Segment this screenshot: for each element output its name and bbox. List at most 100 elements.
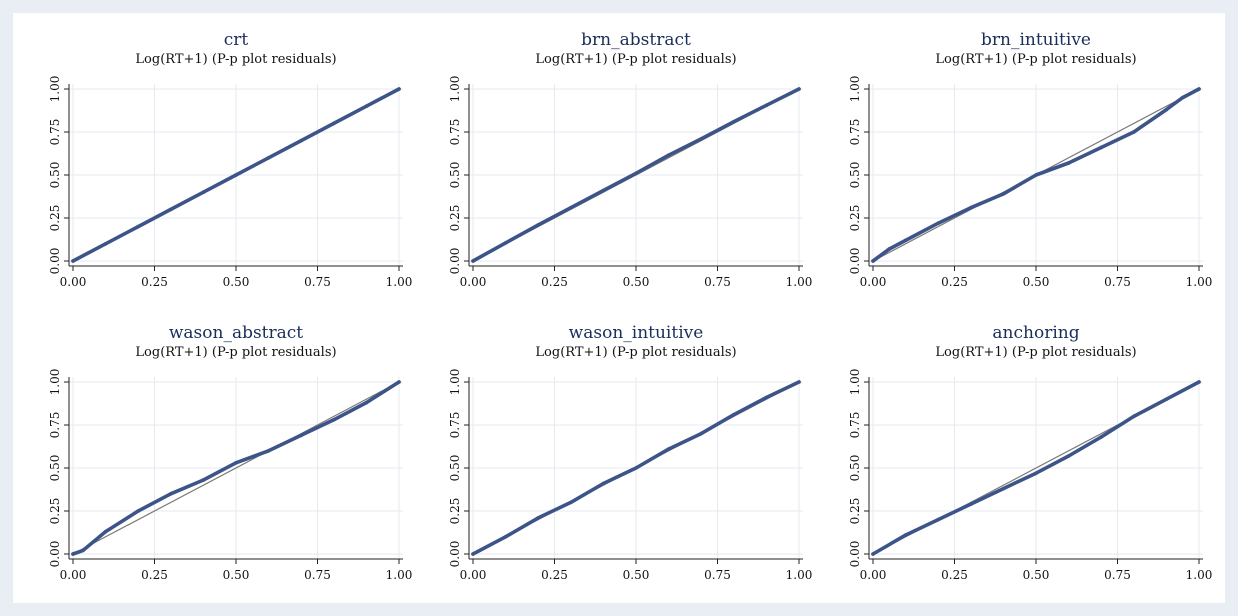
x-tick-label: 0.50: [1023, 568, 1050, 582]
data-point: [103, 529, 108, 534]
data-point: [201, 478, 206, 482]
x-tick-label: 0.25: [141, 275, 168, 289]
x-tick-label: 0.25: [941, 275, 968, 289]
x-tick-label: 0.50: [623, 568, 650, 582]
data-point: [601, 188, 606, 193]
y-tick-label: 0.25: [848, 205, 862, 232]
data-point: [1099, 435, 1103, 439]
data-point: [569, 205, 573, 210]
y-tick-label: 1.00: [848, 369, 862, 396]
data-point: [871, 259, 875, 263]
y-tick-label: 0.00: [848, 248, 862, 275]
y-tick-label: 0.75: [448, 412, 462, 439]
data-point: [1132, 130, 1136, 134]
data-point: [1197, 380, 1201, 384]
data-point: [1099, 145, 1103, 150]
x-tick-label: 1.00: [1186, 275, 1213, 289]
data-point: [266, 156, 271, 160]
data-point: [1066, 454, 1071, 458]
data-point: [71, 552, 75, 556]
subplot-brn_intuitive: 0.00 0.25 0.50 0.75 1.00 0.00 0.25 0.50 0.75 1.00…: [848, 30, 1212, 289]
data-point: [871, 552, 875, 556]
y-tick-label: 0.50: [448, 455, 462, 482]
data-point: [699, 137, 703, 141]
x-tick-label: 0.25: [941, 568, 968, 582]
y-tick-label: 1.00: [848, 76, 862, 103]
chart-subtitle: Log(RT+1) (P-p plot residuals): [535, 52, 736, 67]
y-tick-label: 0.75: [448, 119, 462, 146]
data-point: [397, 380, 401, 384]
data-point: [103, 242, 108, 246]
data-point: [1034, 471, 1038, 475]
data-point: [299, 138, 304, 143]
y-tick-label: 0.75: [48, 119, 62, 146]
data-point: [732, 119, 736, 124]
series-line-0: [71, 380, 401, 556]
data-point: [797, 380, 801, 384]
x-tick-label: 0.50: [623, 275, 650, 289]
data-point: [1066, 161, 1071, 165]
data-point: [332, 121, 336, 126]
data-point: [969, 502, 973, 506]
subplot-wason_abstract: 0.00 0.25 0.50 0.75 1.00 0.00 0.25 0.50 0.75 1.00…: [48, 323, 412, 582]
data-point: [1164, 397, 1169, 401]
data-point: [536, 223, 540, 227]
y-tick-label: 0.50: [848, 455, 862, 482]
data-point: [299, 433, 304, 438]
chart-title: anchoring: [992, 323, 1079, 343]
subplot-anchoring: 0.00 0.25 0.50 0.75 1.00 0.00 0.25 0.50 0.75 1.00…: [848, 323, 1212, 582]
x-tick-label: 0.50: [223, 275, 250, 289]
data-point: [1034, 173, 1038, 177]
subplot-crt: 0.00 0.25 0.50 0.75 1.00 0.00 0.25 0.50 0.75 1.00…: [48, 30, 412, 289]
x-tick-label: 0.00: [860, 568, 887, 582]
y-tick-label: 0.50: [48, 162, 62, 189]
data-point: [797, 87, 801, 91]
data-point: [1001, 192, 1006, 196]
y-tick-label: 1.00: [448, 369, 462, 396]
data-point: [364, 104, 369, 108]
y-tick-label: 0.25: [448, 498, 462, 525]
x-tick-label: 0.50: [1023, 275, 1050, 289]
data-point: [1197, 87, 1201, 91]
y-tick-label: 0.75: [848, 412, 862, 439]
x-tick-label: 0.25: [541, 568, 568, 582]
chart-title: wason_intuitive: [569, 323, 704, 343]
data-point: [903, 533, 908, 537]
x-tick-label: 0.25: [541, 275, 568, 289]
data-point: [666, 153, 671, 158]
data-point: [136, 509, 140, 513]
x-tick-label: 0.75: [1104, 568, 1131, 582]
data-point: [666, 447, 671, 451]
chart-subtitle: Log(RT+1) (P-p plot residuals): [935, 345, 1136, 360]
data-point: [536, 516, 540, 520]
y-tick-label: 1.00: [48, 369, 62, 396]
x-tick-label: 0.25: [141, 568, 168, 582]
x-tick-label: 1.00: [786, 275, 813, 289]
chart-grid: 0.00 0.25 0.50 0.75 1.00 0.00 0.25 0.50 0.75 1.00…: [48, 30, 1212, 582]
chart-subtitle: Log(RT+1) (P-p plot residuals): [535, 345, 736, 360]
reference-line: [72, 381, 400, 555]
x-tick-label: 0.75: [304, 568, 331, 582]
data-point: [201, 190, 206, 194]
x-tick-label: 1.00: [786, 568, 813, 582]
data-point: [169, 492, 173, 496]
x-tick-label: 0.00: [460, 275, 487, 289]
y-tick-label: 0.25: [448, 205, 462, 232]
data-point: [936, 517, 940, 522]
data-point: [887, 247, 892, 251]
y-tick-label: 0.50: [48, 455, 62, 482]
x-tick-label: 0.00: [860, 275, 887, 289]
data-point: [1132, 414, 1136, 419]
chart-subtitle: Log(RT+1) (P-p plot residuals): [135, 345, 336, 360]
data-point: [634, 171, 638, 176]
data-point: [234, 173, 238, 177]
y-tick-label: 0.00: [48, 248, 62, 275]
chart-title: wason_abstract: [169, 323, 303, 343]
data-point: [764, 103, 769, 108]
figure-panel: 0.00 0.25 0.50 0.75 1.00 0.00 0.25 0.50 0.75 1.00…: [13, 13, 1225, 603]
data-point: [569, 500, 573, 505]
chart-subtitle: Log(RT+1) (P-p plot residuals): [935, 52, 1136, 67]
x-tick-label: 1.00: [386, 568, 413, 582]
data-point: [266, 449, 271, 453]
y-tick-label: 0.25: [48, 498, 62, 525]
